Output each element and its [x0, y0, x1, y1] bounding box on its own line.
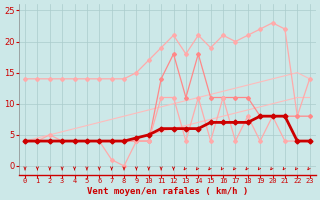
X-axis label: Vent moyen/en rafales ( km/h ): Vent moyen/en rafales ( km/h )	[87, 187, 248, 196]
